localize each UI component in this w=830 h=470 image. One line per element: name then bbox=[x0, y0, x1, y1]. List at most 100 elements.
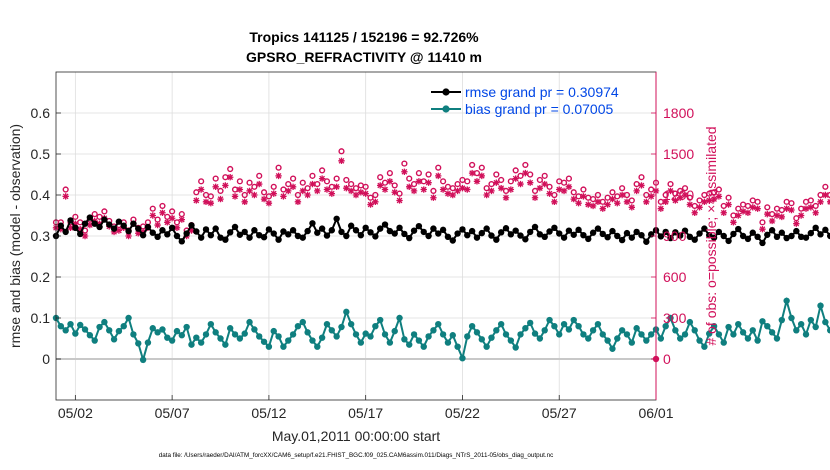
bias-point bbox=[672, 327, 679, 334]
bias-point bbox=[149, 325, 156, 332]
bias-point bbox=[565, 326, 573, 333]
bias-point bbox=[347, 320, 355, 328]
bias-point bbox=[280, 343, 287, 350]
obs-possible-marker bbox=[788, 200, 795, 207]
obs-assimilated-marker bbox=[372, 198, 379, 206]
x-tick-label: 05/07 bbox=[155, 405, 190, 421]
rmse-point bbox=[62, 228, 69, 236]
bias-point bbox=[444, 339, 452, 346]
obs-possible-marker bbox=[643, 191, 650, 199]
obs-assimilated-marker bbox=[173, 224, 181, 231]
bias-point bbox=[439, 331, 447, 338]
bias-point bbox=[662, 323, 669, 330]
obs-assimilated-marker bbox=[256, 180, 263, 188]
obs-assimilated-marker bbox=[76, 225, 84, 233]
obs-possible-marker bbox=[469, 161, 476, 169]
obs-assimilated-marker bbox=[314, 187, 321, 195]
y-right-tick-label: 1200 bbox=[663, 187, 694, 203]
obs-possible-marker bbox=[648, 186, 655, 193]
obs-assimilated-marker bbox=[217, 195, 224, 203]
obs-possible-marker bbox=[609, 189, 616, 196]
x-tick-label: 05/22 bbox=[445, 405, 480, 421]
obs-assimilated-marker bbox=[285, 187, 292, 195]
rmse-point bbox=[797, 233, 805, 241]
obs-assimilated-marker bbox=[744, 209, 752, 216]
bias-point bbox=[725, 323, 732, 331]
obs-possible-marker bbox=[101, 208, 108, 215]
x-tick-label: 05/17 bbox=[348, 405, 383, 421]
obs-assimilated-marker bbox=[212, 183, 219, 190]
bias-point bbox=[459, 354, 466, 362]
obs-assimilated-marker bbox=[706, 197, 713, 204]
bias-point bbox=[67, 320, 74, 328]
bias-point bbox=[502, 331, 510, 338]
bias-point bbox=[231, 331, 239, 338]
obs-possible-marker bbox=[735, 205, 742, 212]
rmse-point bbox=[488, 232, 495, 239]
bias-point bbox=[96, 323, 103, 331]
obs-assimilated-marker bbox=[178, 216, 186, 223]
obs-possible-marker bbox=[662, 191, 669, 199]
obs-possible-marker bbox=[275, 164, 282, 171]
bias-point bbox=[188, 341, 195, 348]
obs-assimilated-marker bbox=[401, 168, 408, 175]
bias-point bbox=[449, 332, 456, 339]
x-tick-label: 05/12 bbox=[251, 405, 286, 421]
obs-possible-marker bbox=[502, 187, 510, 195]
rmse-point bbox=[115, 218, 123, 225]
obs-assimilated-marker bbox=[135, 230, 142, 237]
rmse-point bbox=[357, 231, 365, 239]
obs-possible-marker bbox=[759, 219, 766, 226]
bias-point bbox=[643, 337, 650, 344]
obs-possible-marker bbox=[570, 189, 577, 196]
rmse-point bbox=[817, 231, 824, 238]
obs-possible-marker bbox=[377, 174, 384, 181]
rmse-point bbox=[773, 233, 781, 241]
bias-point bbox=[435, 320, 442, 328]
obs-assimilated-marker bbox=[357, 189, 365, 196]
obs-assimilated-marker bbox=[691, 209, 698, 216]
obs-assimilated-marker bbox=[551, 198, 558, 206]
obs-possible-marker bbox=[822, 183, 829, 190]
bias-point bbox=[376, 316, 384, 324]
rmse-point bbox=[425, 232, 432, 240]
obs-possible-marker bbox=[696, 197, 703, 204]
rmse-point bbox=[406, 234, 413, 242]
obs-possible-marker bbox=[367, 194, 374, 201]
y-left-tick-label: 0.4 bbox=[31, 187, 51, 203]
rmse-point bbox=[633, 228, 640, 236]
bias-point bbox=[826, 327, 830, 334]
obs-possible-marker bbox=[362, 183, 369, 190]
obs-assimilated-marker bbox=[328, 190, 336, 197]
bias-point bbox=[391, 327, 398, 335]
bias-point bbox=[217, 335, 224, 342]
obs-possible-marker bbox=[435, 164, 442, 171]
bias-point bbox=[531, 330, 539, 337]
rmse-point bbox=[81, 220, 89, 227]
bias-point bbox=[396, 314, 403, 322]
obs-possible-marker bbox=[381, 179, 389, 186]
obs-assimilated-marker bbox=[343, 184, 350, 192]
obs-assimilated-marker bbox=[633, 187, 640, 195]
y-left-tick-label: 0 bbox=[42, 351, 50, 367]
obs-assimilated-marker bbox=[164, 219, 171, 226]
obs-assimilated-marker bbox=[812, 209, 819, 216]
rmse-point bbox=[376, 225, 384, 232]
obs-assimilated-marker bbox=[725, 201, 732, 208]
obs-assimilated-marker bbox=[667, 187, 674, 195]
bias-point bbox=[710, 323, 718, 330]
obs-possible-marker bbox=[517, 172, 524, 179]
rmse-point bbox=[744, 235, 752, 243]
obs-possible-marker bbox=[294, 191, 302, 199]
x-axis: 05/02 05/07 05/12 05/17 05/22 05/27 06/01 bbox=[58, 395, 674, 421]
bias-point bbox=[381, 331, 389, 338]
bias-point bbox=[488, 334, 495, 341]
obs-assimilated-marker bbox=[246, 187, 253, 195]
rmse-point bbox=[783, 234, 790, 242]
legend-rmse-label: rmse grand pr = 0.30974 bbox=[465, 84, 619, 100]
obs-assimilated-marker bbox=[149, 212, 156, 219]
obs-assimilated-marker bbox=[241, 198, 248, 206]
obs-assimilated-marker bbox=[454, 187, 461, 195]
y-right-tick-label: 600 bbox=[663, 269, 687, 285]
bias-point bbox=[744, 335, 752, 342]
